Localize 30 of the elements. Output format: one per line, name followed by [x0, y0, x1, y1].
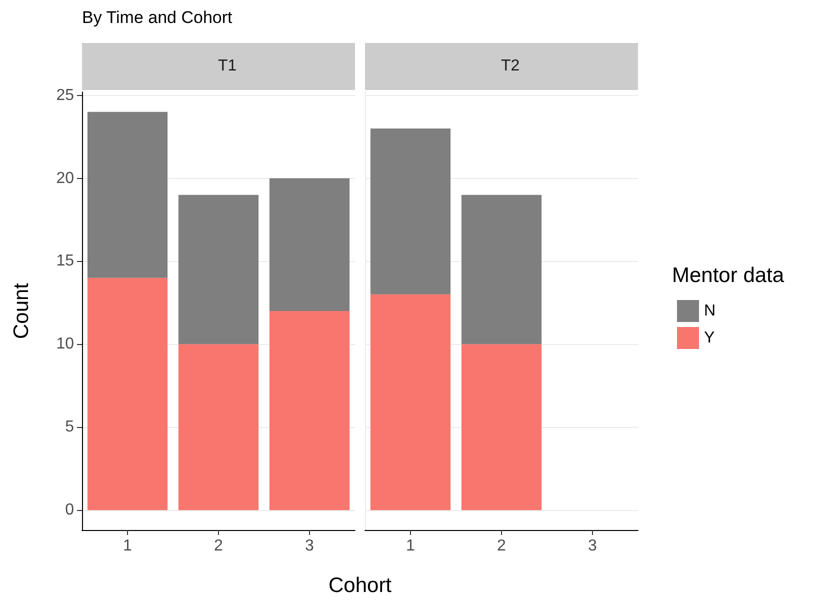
- x-tick-label: 3: [588, 538, 598, 554]
- chart-title: By Time and Cohort: [82, 8, 232, 28]
- bar: [178, 194, 259, 344]
- x-tick-label: 1: [406, 538, 416, 554]
- x-tick-label: 3: [305, 538, 314, 554]
- x-tick-label: 1: [123, 538, 132, 554]
- chart-subtitle: T1: [218, 58, 237, 74]
- x-axis-title: Cohort: [327, 574, 393, 598]
- bar: [269, 311, 350, 510]
- bar: [461, 194, 542, 344]
- legend-label: N: [704, 302, 716, 320]
- y-tick-label: 20: [56, 170, 74, 187]
- bar: [461, 344, 542, 510]
- bar: [370, 294, 451, 510]
- y-tick-label: 0: [65, 502, 74, 519]
- legend-label: Y: [704, 330, 715, 346]
- legend-title: Mentor data: [672, 264, 784, 287]
- y-tick-label: 10: [56, 336, 74, 353]
- chart-subtitle: T2: [501, 58, 520, 74]
- x-tick-label: 2: [497, 538, 506, 554]
- y-tick-label: 15: [56, 252, 74, 270]
- bar: [269, 178, 350, 311]
- bar: [178, 344, 259, 510]
- bar: [87, 278, 168, 510]
- y-axis-title: Count: [10, 282, 33, 340]
- y-tick-label: 25: [56, 86, 74, 104]
- bar: [87, 112, 168, 278]
- x-tick-label: 2: [214, 538, 224, 554]
- y-tick-label: 5: [65, 418, 74, 436]
- bar: [370, 128, 451, 294]
